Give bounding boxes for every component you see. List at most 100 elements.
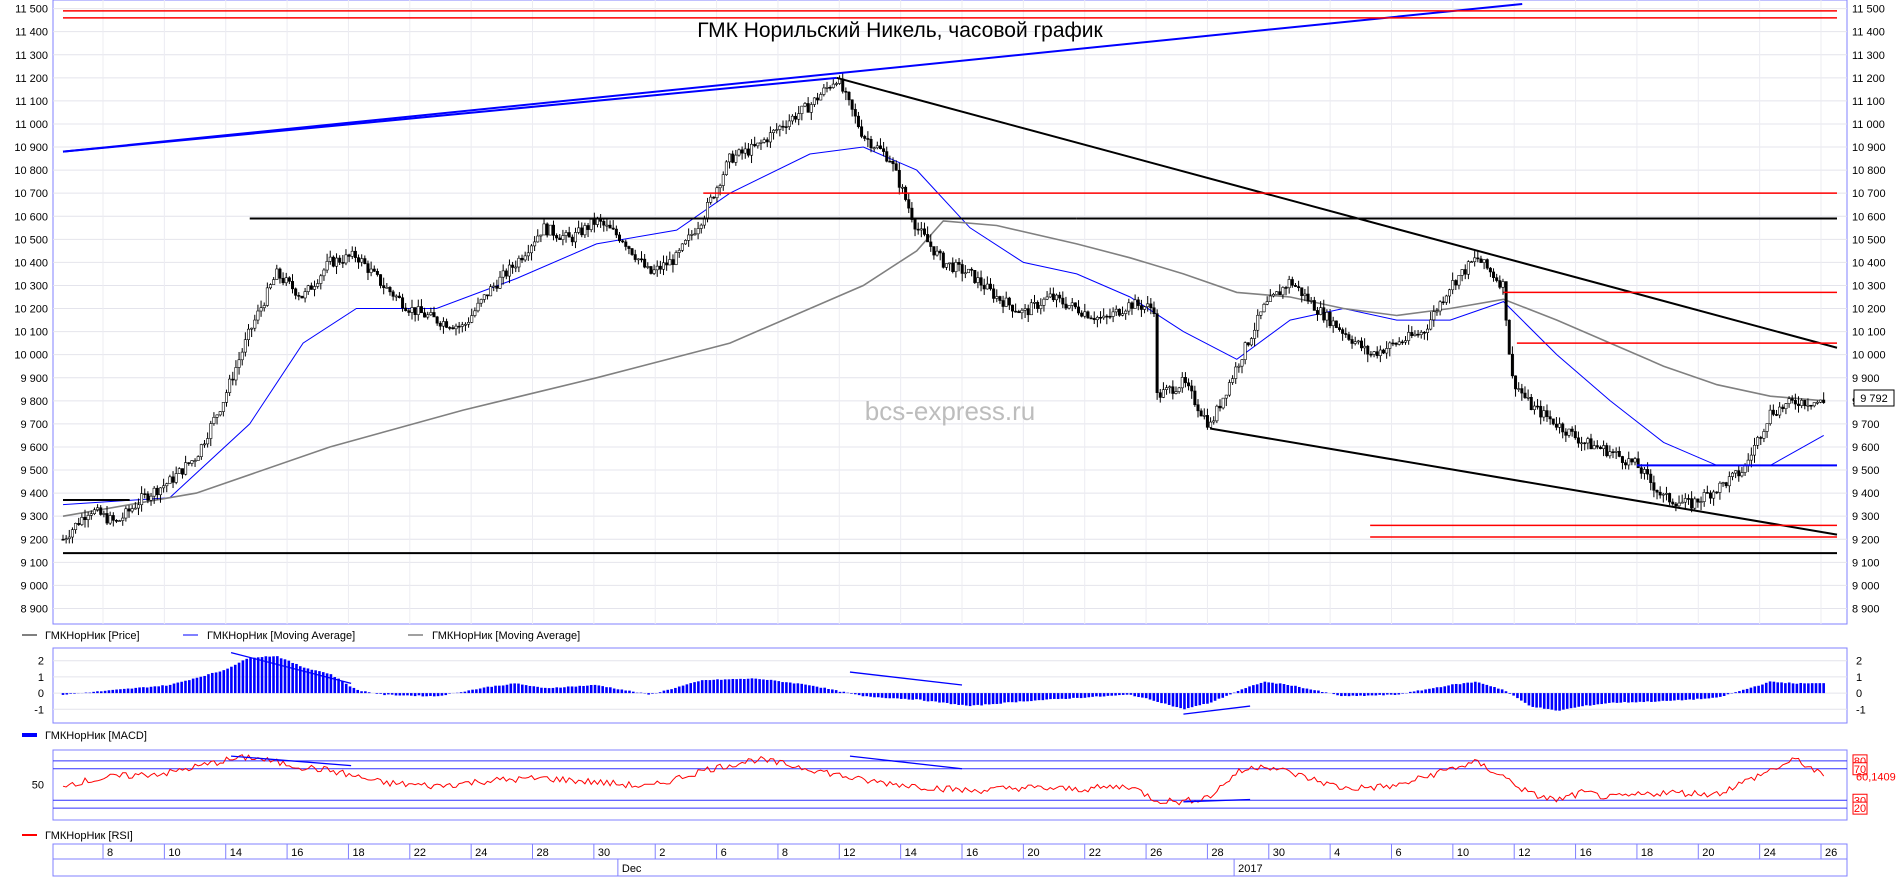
candle-body xyxy=(410,307,414,313)
candle-body xyxy=(671,259,675,265)
candle-body xyxy=(1784,403,1788,410)
price-tick-label-right: 8 900 xyxy=(1852,603,1880,615)
candle-body xyxy=(105,513,109,524)
x-day-label: 30 xyxy=(1273,847,1285,859)
x-day-label: 26 xyxy=(1825,847,1837,859)
candle-body xyxy=(856,115,860,128)
candle-body xyxy=(1394,342,1398,345)
candle-body xyxy=(1781,406,1785,410)
candle-body xyxy=(944,263,948,268)
candle-body xyxy=(382,285,386,289)
candle-body xyxy=(592,219,596,225)
candle-body xyxy=(1592,445,1596,450)
candle-body xyxy=(1397,341,1401,345)
price-tick-label-right: 9 400 xyxy=(1852,488,1880,500)
candle-body xyxy=(86,515,90,520)
candle-body xyxy=(1526,397,1530,399)
candle-body xyxy=(979,277,983,286)
price-tick-label-left: 11 500 xyxy=(15,4,48,16)
candle-body xyxy=(300,295,304,299)
price-tick-label-left: 9 200 xyxy=(20,534,48,546)
candle-body xyxy=(1589,438,1593,450)
rsi-last-value-label: 60,1409 xyxy=(1856,772,1896,784)
candle-body xyxy=(1482,259,1486,263)
candle-body xyxy=(1501,281,1505,288)
candle-body xyxy=(413,307,417,315)
rsi-line xyxy=(62,754,1825,806)
macd-histogram xyxy=(61,651,1825,715)
candle-body xyxy=(303,291,307,299)
candle-body xyxy=(1165,387,1169,390)
candle-body xyxy=(1152,307,1156,314)
candle-body xyxy=(313,286,317,290)
macd-trendline xyxy=(230,651,352,685)
candle-body xyxy=(894,163,898,171)
candle-body xyxy=(875,145,879,149)
candle-body xyxy=(1227,382,1231,396)
x-day-label: 20 xyxy=(1027,847,1039,859)
rsi-tick-label: 50 xyxy=(32,780,44,792)
candle-body xyxy=(551,224,555,236)
candle-body xyxy=(224,392,228,403)
candle-body xyxy=(1391,342,1395,345)
candle-body xyxy=(1712,491,1716,499)
candle-body xyxy=(1680,501,1684,504)
candle-body xyxy=(1243,342,1247,360)
candle-body xyxy=(1259,311,1263,316)
x-day-label: 16 xyxy=(966,847,978,859)
candle-body xyxy=(130,508,134,512)
candle-body xyxy=(1045,296,1049,300)
candle-body xyxy=(608,224,612,229)
candle-body xyxy=(489,286,493,297)
candle-body xyxy=(680,243,684,251)
candle-body xyxy=(344,254,348,264)
candle-body xyxy=(1664,493,1668,495)
candle-body xyxy=(1111,311,1115,317)
candle-body xyxy=(281,277,285,284)
candle-body xyxy=(1089,317,1093,320)
candle-body xyxy=(1058,294,1062,299)
axis-ticks: 8 900 8 900 9 000 9 000 9 100 9 100 9 200 9 200… xyxy=(14,4,1895,816)
legend-macd: ГМКНорНик [MACD] xyxy=(45,730,147,742)
candle-body xyxy=(828,87,832,89)
candle-body xyxy=(1240,359,1244,367)
candle-body xyxy=(221,402,225,412)
candle-body xyxy=(495,285,499,289)
candle-body xyxy=(231,378,235,381)
candle-body xyxy=(1605,445,1609,457)
candle-body xyxy=(1007,297,1011,306)
candle-body xyxy=(834,83,838,85)
candle-body xyxy=(1325,312,1329,321)
price-trendline xyxy=(1209,427,1838,536)
candle-body xyxy=(1598,446,1602,450)
candle-body xyxy=(850,99,854,110)
candle-body xyxy=(96,507,100,511)
candle-body xyxy=(1504,281,1508,321)
candle-body xyxy=(1161,389,1165,398)
candle-body xyxy=(636,258,640,261)
price-tick-label-right: 11 300 xyxy=(1852,50,1885,62)
candle-body xyxy=(932,246,936,256)
x-axis-labels: 8 10 14 16 18 22 24 28 30 2 6 8 12 14 16 20 22 26 28 30 4 6 10… xyxy=(53,844,1847,876)
candle-body xyxy=(1231,378,1235,383)
candle-body xyxy=(966,268,970,274)
candle-body xyxy=(215,414,219,418)
candle-body xyxy=(1523,392,1527,398)
candle-body xyxy=(152,487,156,497)
candle-body xyxy=(501,270,505,278)
candle-body xyxy=(740,149,744,154)
price-tick-label-left: 8 900 xyxy=(20,603,48,615)
candle-body xyxy=(699,224,703,229)
macd-trendline xyxy=(849,671,963,686)
x-day-label: 16 xyxy=(291,847,303,859)
candle-body xyxy=(1092,318,1096,321)
rsi-series-line xyxy=(62,754,1825,806)
candle-body xyxy=(1278,291,1282,296)
candle-body xyxy=(1196,404,1200,412)
price-tick-label-left: 10 000 xyxy=(14,350,48,362)
candle-body xyxy=(463,323,467,326)
candle-body xyxy=(1614,451,1618,453)
candle-body xyxy=(77,522,81,525)
candle-body xyxy=(1001,300,1005,307)
candle-body xyxy=(772,129,776,133)
